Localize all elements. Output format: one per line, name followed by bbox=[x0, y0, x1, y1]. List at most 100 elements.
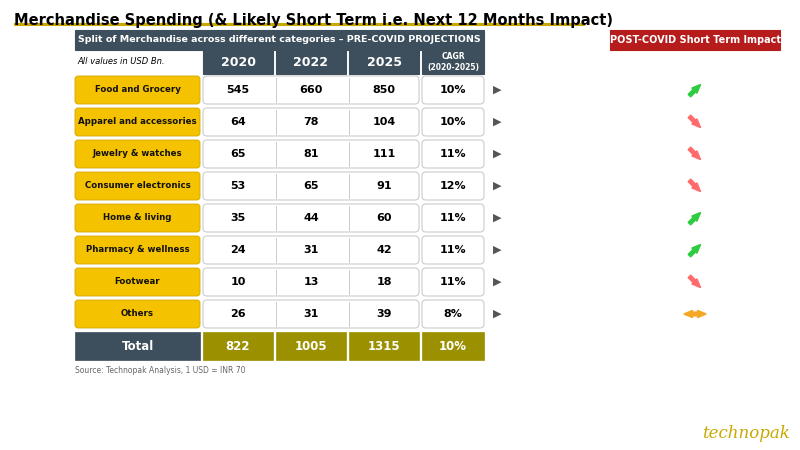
FancyBboxPatch shape bbox=[75, 172, 200, 200]
FancyBboxPatch shape bbox=[203, 108, 419, 136]
FancyBboxPatch shape bbox=[422, 108, 484, 136]
Text: ▶: ▶ bbox=[493, 181, 502, 191]
Text: 1005: 1005 bbox=[294, 339, 327, 352]
Text: 64: 64 bbox=[230, 117, 246, 127]
Bar bbox=[276, 332, 346, 360]
Text: 10: 10 bbox=[230, 277, 246, 287]
Text: Total: Total bbox=[122, 339, 154, 352]
FancyArrow shape bbox=[688, 115, 701, 128]
Text: 11%: 11% bbox=[440, 213, 466, 223]
FancyBboxPatch shape bbox=[422, 140, 484, 168]
Text: 31: 31 bbox=[303, 245, 318, 255]
FancyBboxPatch shape bbox=[203, 140, 419, 168]
Text: Home & living: Home & living bbox=[103, 213, 172, 222]
FancyBboxPatch shape bbox=[422, 76, 484, 104]
Bar bbox=[422, 332, 484, 360]
Bar bbox=[422, 50, 484, 74]
Bar bbox=[610, 30, 780, 50]
FancyBboxPatch shape bbox=[422, 204, 484, 232]
Text: ▶: ▶ bbox=[493, 117, 502, 127]
Text: 12%: 12% bbox=[440, 181, 466, 191]
FancyBboxPatch shape bbox=[422, 268, 484, 296]
FancyArrow shape bbox=[688, 85, 701, 97]
Text: 91: 91 bbox=[376, 181, 392, 191]
Text: 2025: 2025 bbox=[366, 55, 402, 68]
Text: Split of Merchandise across different categories – PRE-COVID PROJECTIONS: Split of Merchandise across different ca… bbox=[78, 36, 481, 45]
Text: 35: 35 bbox=[230, 213, 246, 223]
Text: 10%: 10% bbox=[440, 85, 466, 95]
Text: ▶: ▶ bbox=[493, 245, 502, 255]
Bar bbox=[14, 22, 584, 25]
FancyBboxPatch shape bbox=[75, 268, 200, 296]
Text: Merchandise Spending (& Likely Short Term i.e. Next 12 Months Impact): Merchandise Spending (& Likely Short Ter… bbox=[14, 13, 613, 28]
FancyBboxPatch shape bbox=[422, 300, 484, 328]
Text: ▶: ▶ bbox=[493, 85, 502, 95]
FancyBboxPatch shape bbox=[75, 108, 200, 136]
Text: Footwear: Footwear bbox=[114, 278, 160, 287]
Text: ▶: ▶ bbox=[493, 149, 502, 159]
Text: 39: 39 bbox=[376, 309, 392, 319]
Bar bbox=[75, 30, 484, 50]
Text: 104: 104 bbox=[372, 117, 396, 127]
FancyBboxPatch shape bbox=[75, 204, 200, 232]
Text: 660: 660 bbox=[299, 85, 322, 95]
FancyBboxPatch shape bbox=[203, 76, 419, 104]
FancyArrow shape bbox=[688, 244, 701, 257]
FancyBboxPatch shape bbox=[422, 236, 484, 264]
Text: 53: 53 bbox=[230, 181, 246, 191]
FancyArrow shape bbox=[688, 179, 701, 192]
Text: 111: 111 bbox=[372, 149, 396, 159]
Bar bbox=[349, 332, 419, 360]
FancyBboxPatch shape bbox=[75, 140, 200, 168]
FancyArrow shape bbox=[688, 275, 701, 288]
FancyArrow shape bbox=[688, 212, 701, 225]
Text: Source: Technopak Analysis, 1 USD = INR 70: Source: Technopak Analysis, 1 USD = INR … bbox=[75, 366, 246, 375]
Text: Jewelry & watches: Jewelry & watches bbox=[93, 149, 182, 158]
Text: 65: 65 bbox=[230, 149, 246, 159]
Text: Pharmacy & wellness: Pharmacy & wellness bbox=[86, 246, 190, 255]
FancyBboxPatch shape bbox=[75, 76, 200, 104]
Text: 81: 81 bbox=[303, 149, 318, 159]
Text: 8%: 8% bbox=[443, 309, 462, 319]
Text: 10%: 10% bbox=[440, 117, 466, 127]
Text: 2022: 2022 bbox=[294, 55, 329, 68]
Text: Consumer electronics: Consumer electronics bbox=[85, 181, 190, 190]
Text: 1315: 1315 bbox=[368, 339, 400, 352]
Text: 24: 24 bbox=[230, 245, 246, 255]
Text: 78: 78 bbox=[303, 117, 318, 127]
Text: Food and Grocery: Food and Grocery bbox=[94, 86, 181, 94]
Bar bbox=[203, 332, 273, 360]
Text: 65: 65 bbox=[303, 181, 318, 191]
Text: 18: 18 bbox=[376, 277, 392, 287]
Text: 822: 822 bbox=[226, 339, 250, 352]
Text: ▶: ▶ bbox=[493, 309, 502, 319]
Text: POST-COVID Short Term Impact: POST-COVID Short Term Impact bbox=[610, 35, 781, 45]
FancyBboxPatch shape bbox=[203, 300, 419, 328]
Text: Apparel and accessories: Apparel and accessories bbox=[78, 117, 197, 126]
Text: All values in USD Bn.: All values in USD Bn. bbox=[77, 58, 165, 67]
Bar bbox=[203, 50, 273, 74]
Text: Others: Others bbox=[121, 310, 154, 319]
Text: 26: 26 bbox=[230, 309, 246, 319]
Bar bbox=[349, 50, 419, 74]
Text: 10%: 10% bbox=[439, 339, 467, 352]
FancyArrow shape bbox=[684, 310, 695, 318]
Text: 850: 850 bbox=[373, 85, 395, 95]
Text: CAGR
(2020-2025): CAGR (2020-2025) bbox=[427, 52, 479, 72]
Text: 42: 42 bbox=[376, 245, 392, 255]
Text: 44: 44 bbox=[303, 213, 319, 223]
Text: 31: 31 bbox=[303, 309, 318, 319]
Text: 13: 13 bbox=[303, 277, 318, 287]
Text: 545: 545 bbox=[226, 85, 250, 95]
Text: 60: 60 bbox=[376, 213, 392, 223]
FancyBboxPatch shape bbox=[203, 236, 419, 264]
Text: 11%: 11% bbox=[440, 245, 466, 255]
FancyBboxPatch shape bbox=[75, 236, 200, 264]
Text: ▶: ▶ bbox=[493, 277, 502, 287]
Text: 11%: 11% bbox=[440, 149, 466, 159]
FancyBboxPatch shape bbox=[75, 300, 200, 328]
FancyArrow shape bbox=[695, 310, 706, 318]
Text: ▶: ▶ bbox=[493, 213, 502, 223]
Text: technopak: technopak bbox=[702, 425, 790, 442]
Bar bbox=[276, 50, 346, 74]
